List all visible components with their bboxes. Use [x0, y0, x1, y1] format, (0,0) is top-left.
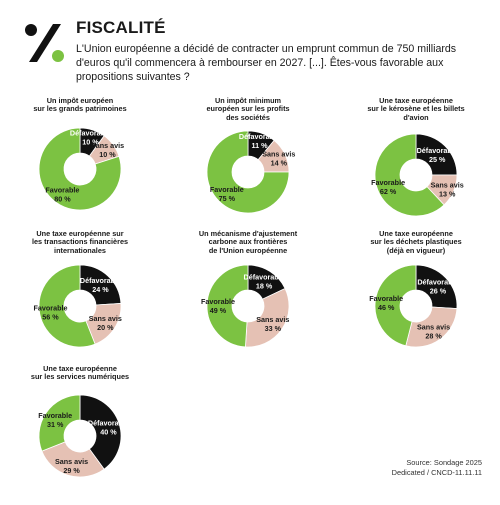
intro-question: L'Union européenne a décidé de contracte…: [76, 43, 457, 84]
chart-title: Une taxe européenne sur les déchets plas…: [370, 229, 462, 255]
chart-title: Un mécanisme d'ajustement carbone aux fr…: [198, 229, 298, 255]
slice-sans-avis: [41, 441, 105, 478]
slice-value-defavorable: 25 %: [429, 155, 446, 164]
slice-value-favorable: 75 %: [219, 194, 236, 203]
slice-value-sans-avis: 13 %: [439, 190, 456, 199]
slice-value-defavorable: 24 %: [92, 285, 109, 294]
chart-panel-4: Une taxe européenne sur les transactions…: [0, 229, 160, 370]
chart-title: Un impôt européen sur les grands patrimo…: [33, 96, 127, 114]
slice-label-sans-avis: Sans avis: [256, 315, 289, 324]
chart-title: Une taxe européenne sur les services num…: [30, 364, 130, 382]
slice-defavorable: [79, 394, 122, 470]
slice-label-sans-avis: Sans avis: [417, 322, 450, 331]
slice-label-defavorable: Défavorable: [417, 146, 458, 155]
slice-sans-avis: [405, 306, 458, 348]
slice-label-favorable: Favorable: [371, 178, 405, 187]
slice-label-defavorable: Défavorable: [417, 278, 458, 287]
chart-title: Une taxe européenne sur les transactions…: [31, 229, 129, 255]
slice-value-defavorable: 11 %: [252, 141, 269, 150]
chart-panel-1: Un impôt européen sur les grands patrimo…: [0, 96, 160, 237]
chart-panel-6: Une taxe européenne sur les déchets plas…: [336, 229, 496, 370]
slice-label-favorable: Favorable: [38, 411, 72, 420]
slice-label-defavorable: Défavorable: [70, 129, 111, 138]
slice-favorable: [206, 130, 290, 214]
slice-label-defavorable: Défavorable: [244, 273, 285, 282]
slice-label-defavorable: Défavorable: [80, 276, 121, 285]
chart-panel-7: Une taxe européenne sur les services num…: [0, 364, 160, 505]
slice-value-defavorable: 18 %: [256, 282, 273, 291]
slice-value-favorable: 46 %: [378, 303, 395, 312]
slice-favorable: [38, 127, 122, 211]
slice-label-defavorable: Défavorable: [239, 132, 280, 141]
slice-label-favorable: Favorable: [45, 185, 79, 194]
slice-label-sans-avis: Sans avis: [55, 457, 88, 466]
slice-value-sans-avis: 14 %: [271, 159, 288, 168]
slice-favorable: [206, 264, 249, 348]
slice-defavorable: [415, 133, 458, 176]
slice-favorable: [374, 133, 445, 217]
slice-favorable: [38, 394, 81, 452]
slice-favorable: [38, 264, 96, 348]
slice-label-sans-avis: Sans avis: [91, 141, 124, 150]
percent-logo-icon: [25, 24, 64, 62]
chart-panel-2: Un impôt minimum européen sur les profit…: [168, 96, 328, 237]
slice-value-favorable: 49 %: [210, 306, 227, 315]
slice-value-sans-avis: 20 %: [97, 323, 114, 332]
source-note: Source: Sondage 2025: [406, 458, 482, 467]
slice-label-sans-avis: Sans avis: [89, 314, 122, 323]
slice-label-favorable: Favorable: [369, 294, 403, 303]
slice-value-favorable: 31 %: [47, 420, 64, 429]
slice-label-favorable: Favorable: [201, 297, 235, 306]
page-title: FISCALITÉ: [76, 18, 166, 37]
footer: Source: Sondage 2025 Dedicated / CNCD-11…: [392, 458, 482, 477]
slice-value-defavorable: 10 %: [82, 138, 99, 147]
credit-note: Dedicated / CNCD-11.11.11: [391, 467, 482, 477]
slice-label-favorable: Favorable: [210, 185, 244, 194]
slice-value-defavorable: 40 %: [100, 428, 117, 437]
chart-title: Une taxe européenne sur le kérosène et l…: [367, 96, 465, 122]
chart-title: Un impôt minimum européen sur les profit…: [206, 96, 290, 122]
slice-value-favorable: 62 %: [380, 187, 397, 196]
slice-value-sans-avis: 33 %: [265, 324, 282, 333]
chart-panel-5: Un mécanisme d'ajustement carbone aux fr…: [168, 229, 328, 370]
chart-panel-3: Une taxe européenne sur le kérosène et l…: [336, 96, 496, 237]
slice-value-defavorable: 26 %: [430, 287, 447, 296]
slice-defavorable: [415, 264, 458, 309]
slice-value-sans-avis: 10 %: [99, 150, 116, 159]
slice-label-favorable: Favorable: [34, 304, 68, 313]
slice-value-favorable: 56 %: [42, 313, 59, 322]
slice-value-sans-avis: 29 %: [63, 466, 80, 475]
slice-label-defavorable: Défavorable: [88, 419, 129, 428]
slice-favorable: [374, 264, 417, 347]
slice-sans-avis: [245, 288, 290, 348]
slice-value-favorable: 80 %: [54, 194, 71, 203]
slice-label-sans-avis: Sans avis: [262, 150, 295, 159]
slice-value-sans-avis: 28 %: [425, 331, 442, 340]
slice-label-sans-avis: Sans avis: [431, 181, 464, 190]
